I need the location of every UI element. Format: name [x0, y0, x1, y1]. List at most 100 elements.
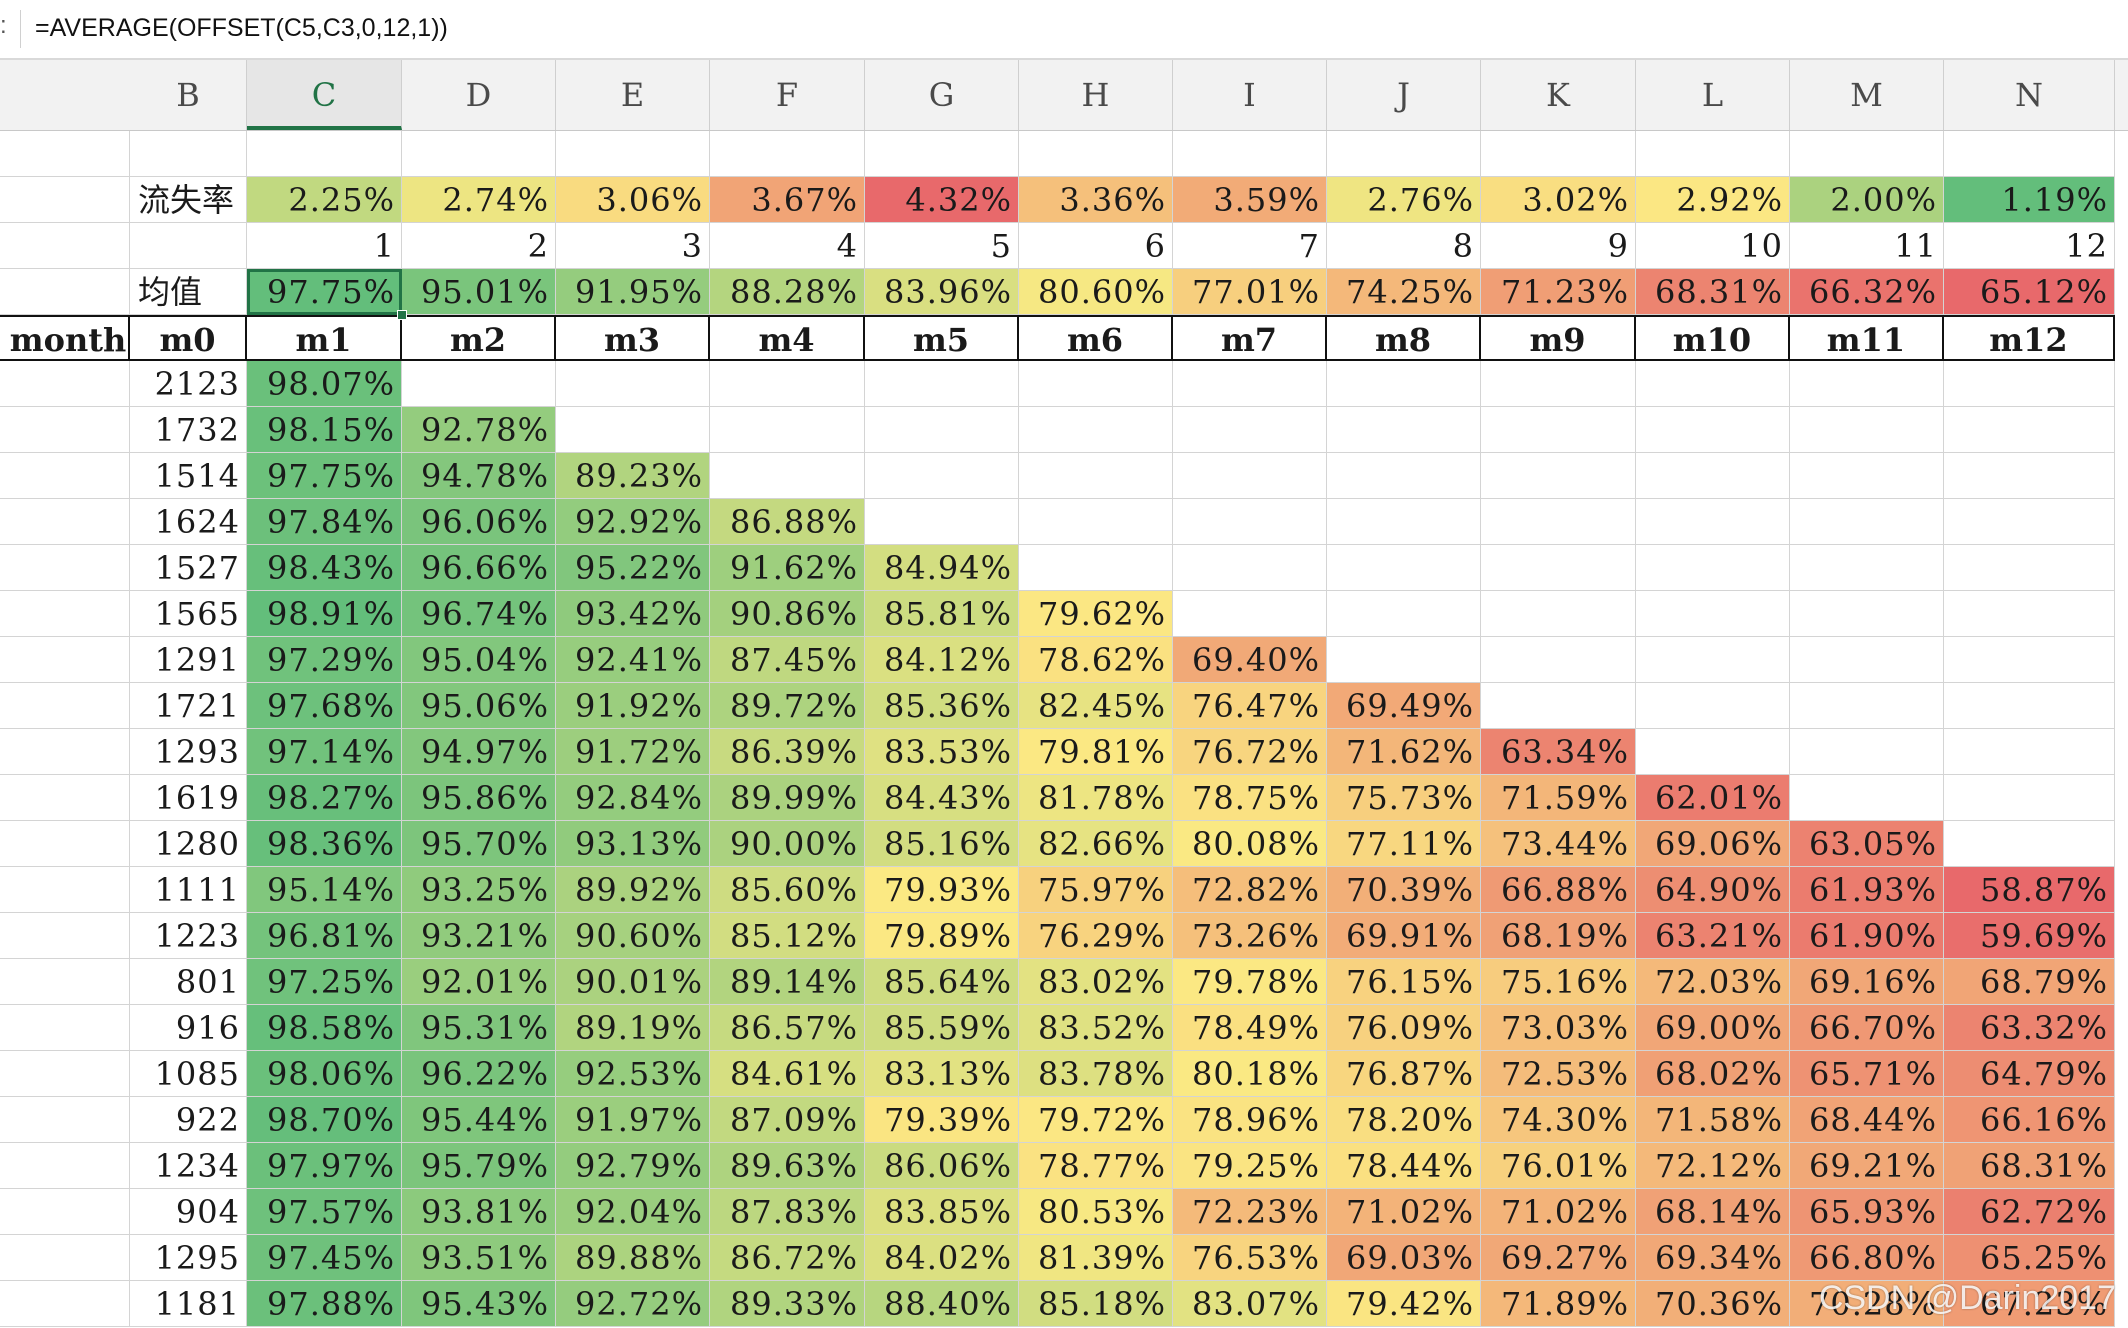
retention-cell[interactable]: 87.45% — [710, 637, 865, 683]
retention-cell[interactable]: 91.62% — [710, 545, 865, 591]
cell-empty[interactable] — [1944, 361, 2115, 407]
m0-cell[interactable]: 1619 — [130, 775, 247, 821]
cell-empty[interactable] — [1636, 361, 1790, 407]
cell-empty[interactable] — [1327, 637, 1481, 683]
retention-cell[interactable]: 91.72% — [556, 729, 710, 775]
offset-cell[interactable]: 4 — [710, 223, 865, 269]
retention-cell[interactable]: 83.78% — [1019, 1051, 1173, 1097]
offset-cell[interactable]: 2 — [402, 223, 556, 269]
cell-empty[interactable] — [0, 1051, 130, 1097]
retention-cell[interactable]: 98.27% — [247, 775, 402, 821]
m0-cell[interactable]: 1721 — [130, 683, 247, 729]
retention-cell[interactable]: 69.34% — [1636, 1235, 1790, 1281]
retention-cell[interactable]: 86.39% — [710, 729, 865, 775]
m0-cell[interactable]: 1295 — [130, 1235, 247, 1281]
cell-empty[interactable] — [1481, 591, 1636, 637]
retention-cell[interactable]: 97.57% — [247, 1189, 402, 1235]
cell-empty[interactable] — [710, 361, 865, 407]
cell-empty[interactable] — [0, 361, 130, 407]
retention-cell[interactable]: 91.92% — [556, 683, 710, 729]
cell-empty[interactable] — [1944, 821, 2115, 867]
cell-empty[interactable] — [0, 499, 130, 545]
retention-cell[interactable]: 89.33% — [710, 1281, 865, 1327]
cell-empty[interactable] — [1481, 683, 1636, 729]
retention-cell[interactable]: 70.36% — [1636, 1281, 1790, 1327]
retention-cell[interactable]: 64.79% — [1944, 1051, 2115, 1097]
column-header-K[interactable]: K — [1481, 60, 1636, 130]
retention-cell[interactable]: 66.70% — [1790, 1005, 1944, 1051]
retention-cell[interactable]: 81.78% — [1019, 775, 1173, 821]
column-header-N[interactable]: N — [1944, 60, 2115, 130]
retention-cell[interactable]: 85.60% — [710, 867, 865, 913]
cell-empty[interactable] — [0, 821, 130, 867]
cell-empty[interactable] — [402, 131, 556, 177]
cell-empty[interactable] — [1327, 453, 1481, 499]
cell-empty[interactable] — [1481, 131, 1636, 177]
retention-cell[interactable]: 75.16% — [1481, 959, 1636, 1005]
retention-cell[interactable]: 89.23% — [556, 453, 710, 499]
retention-cell[interactable]: 71.62% — [1327, 729, 1481, 775]
retention-cell[interactable]: 92.41% — [556, 637, 710, 683]
retention-cell[interactable]: 79.25% — [1173, 1143, 1327, 1189]
average-cell[interactable]: 91.95% — [556, 269, 710, 315]
retention-cell[interactable]: 79.78% — [1173, 959, 1327, 1005]
cell-empty[interactable] — [1327, 407, 1481, 453]
retention-cell[interactable]: 79.72% — [1019, 1097, 1173, 1143]
average-cell[interactable]: 88.28% — [710, 269, 865, 315]
retention-cell[interactable]: 93.42% — [556, 591, 710, 637]
retention-cell[interactable]: 84.43% — [865, 775, 1019, 821]
retention-cell[interactable]: 96.81% — [247, 913, 402, 959]
retention-cell[interactable]: 82.45% — [1019, 683, 1173, 729]
offset-cell[interactable]: 12 — [1944, 223, 2115, 269]
formula-bar[interactable]: : =AVERAGE(OFFSET(C5,C3,0,12,1)) — [0, 0, 2128, 60]
churn-rate-cell[interactable]: 2.76% — [1327, 177, 1481, 223]
m0-cell[interactable]: 1732 — [130, 407, 247, 453]
retention-cell[interactable]: 93.25% — [402, 867, 556, 913]
retention-cell[interactable]: 95.04% — [402, 637, 556, 683]
retention-cell[interactable]: 98.06% — [247, 1051, 402, 1097]
retention-cell[interactable]: 97.14% — [247, 729, 402, 775]
retention-cell[interactable]: 95.79% — [402, 1143, 556, 1189]
m0-cell[interactable]: 1527 — [130, 545, 247, 591]
table-header-cell[interactable]: m3 — [556, 315, 710, 361]
table-header-cell[interactable]: m8 — [1327, 315, 1481, 361]
retention-cell[interactable]: 69.06% — [1636, 821, 1790, 867]
retention-cell[interactable]: 96.66% — [402, 545, 556, 591]
retention-cell[interactable]: 79.42% — [1327, 1281, 1481, 1327]
retention-cell[interactable]: 66.88% — [1481, 867, 1636, 913]
retention-cell[interactable]: 68.31% — [1944, 1143, 2115, 1189]
table-header-cell[interactable]: m7 — [1173, 315, 1327, 361]
cell-empty[interactable] — [1173, 131, 1327, 177]
retention-cell[interactable]: 64.90% — [1636, 867, 1790, 913]
active-cell[interactable]: 97.75% — [247, 269, 402, 315]
cell-empty[interactable] — [1944, 453, 2115, 499]
retention-cell[interactable]: 83.07% — [1173, 1281, 1327, 1327]
table-header-cell[interactable]: m11 — [1790, 315, 1944, 361]
retention-cell[interactable]: 67.23% — [1944, 1281, 2115, 1327]
cell-empty[interactable] — [1173, 407, 1327, 453]
column-header-H[interactable]: H — [1019, 60, 1173, 130]
retention-cell[interactable]: 87.83% — [710, 1189, 865, 1235]
cell-empty[interactable] — [1019, 131, 1173, 177]
offset-cell[interactable]: 8 — [1327, 223, 1481, 269]
retention-cell[interactable]: 66.16% — [1944, 1097, 2115, 1143]
cell-empty[interactable] — [1636, 453, 1790, 499]
retention-cell[interactable]: 69.49% — [1327, 683, 1481, 729]
column-header-G[interactable]: G — [865, 60, 1019, 130]
table-header-cell[interactable]: m9 — [1481, 315, 1636, 361]
retention-cell[interactable]: 63.34% — [1481, 729, 1636, 775]
cell-empty[interactable] — [1944, 499, 2115, 545]
offset-cell[interactable]: 10 — [1636, 223, 1790, 269]
m0-cell[interactable]: 1181 — [130, 1281, 247, 1327]
cell-empty[interactable] — [1481, 637, 1636, 683]
retention-cell[interactable]: 72.23% — [1173, 1189, 1327, 1235]
retention-cell[interactable]: 86.72% — [710, 1235, 865, 1281]
retention-cell[interactable]: 90.01% — [556, 959, 710, 1005]
retention-cell[interactable]: 93.13% — [556, 821, 710, 867]
cell-empty[interactable] — [0, 407, 130, 453]
cell-empty[interactable] — [0, 177, 130, 223]
retention-cell[interactable]: 85.59% — [865, 1005, 1019, 1051]
retention-cell[interactable]: 95.43% — [402, 1281, 556, 1327]
cell-empty[interactable] — [0, 1143, 130, 1189]
cell-empty[interactable] — [0, 453, 130, 499]
